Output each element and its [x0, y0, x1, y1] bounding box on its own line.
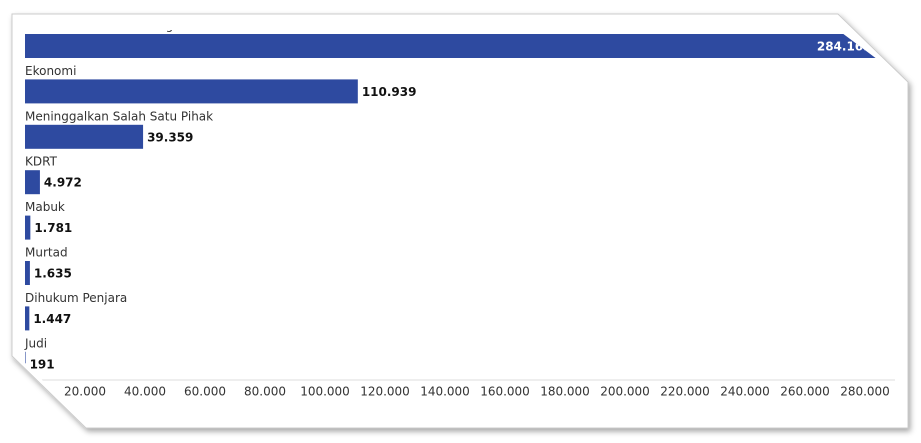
value-label: 1.635	[34, 267, 72, 281]
category-label: KDRT	[25, 155, 58, 169]
category-label: Perselisihan dan Pertengkaran	[25, 19, 207, 33]
x-tick-label: 40.000	[124, 385, 166, 399]
paper	[11, 13, 909, 429]
value-label: 191	[30, 357, 55, 371]
bar	[25, 261, 30, 285]
value-label: 1.781	[34, 221, 72, 235]
category-label: Meninggalkan Salah Satu Pihak	[25, 109, 213, 123]
category-label: Mabuk	[25, 200, 65, 214]
bar	[25, 170, 40, 195]
value-label: 110.939	[362, 85, 417, 99]
x-tick-label: 180.000	[540, 385, 590, 399]
x-tick-label: 80.000	[244, 385, 286, 399]
bar	[25, 34, 878, 58]
plot: 20.000 40.000 60.000 80.000 100.000 120.000 14…	[24, 19, 895, 399]
x-tick-label: 20.000	[64, 385, 106, 399]
bar	[25, 215, 31, 240]
x-tick-label: 220.000	[660, 385, 710, 399]
x-tick-label: 280.000	[840, 385, 890, 399]
x-tick-label: 240.000	[720, 385, 770, 399]
value-label: 1.447	[33, 312, 71, 326]
bar	[25, 124, 144, 149]
category-label: Judi	[24, 336, 47, 350]
x-tick-label: 160.000	[480, 385, 530, 399]
x-tick-label: 260.000	[780, 385, 830, 399]
value-label: 39.359	[147, 130, 193, 144]
category-label: Ekonomi	[25, 64, 76, 78]
x-tick-label: 100.000	[300, 385, 350, 399]
bar	[25, 306, 30, 331]
value-label: 4.972	[44, 176, 82, 190]
x-tick-label: 200.000	[600, 385, 650, 399]
x-tick-label: 120.000	[360, 385, 410, 399]
x-tick-label: 140.000	[420, 385, 470, 399]
category-label: Murtad	[25, 246, 68, 260]
bar	[25, 79, 358, 104]
x-tick-label: 60.000	[184, 385, 226, 399]
category-label: Dihukum Penjara	[25, 291, 127, 305]
